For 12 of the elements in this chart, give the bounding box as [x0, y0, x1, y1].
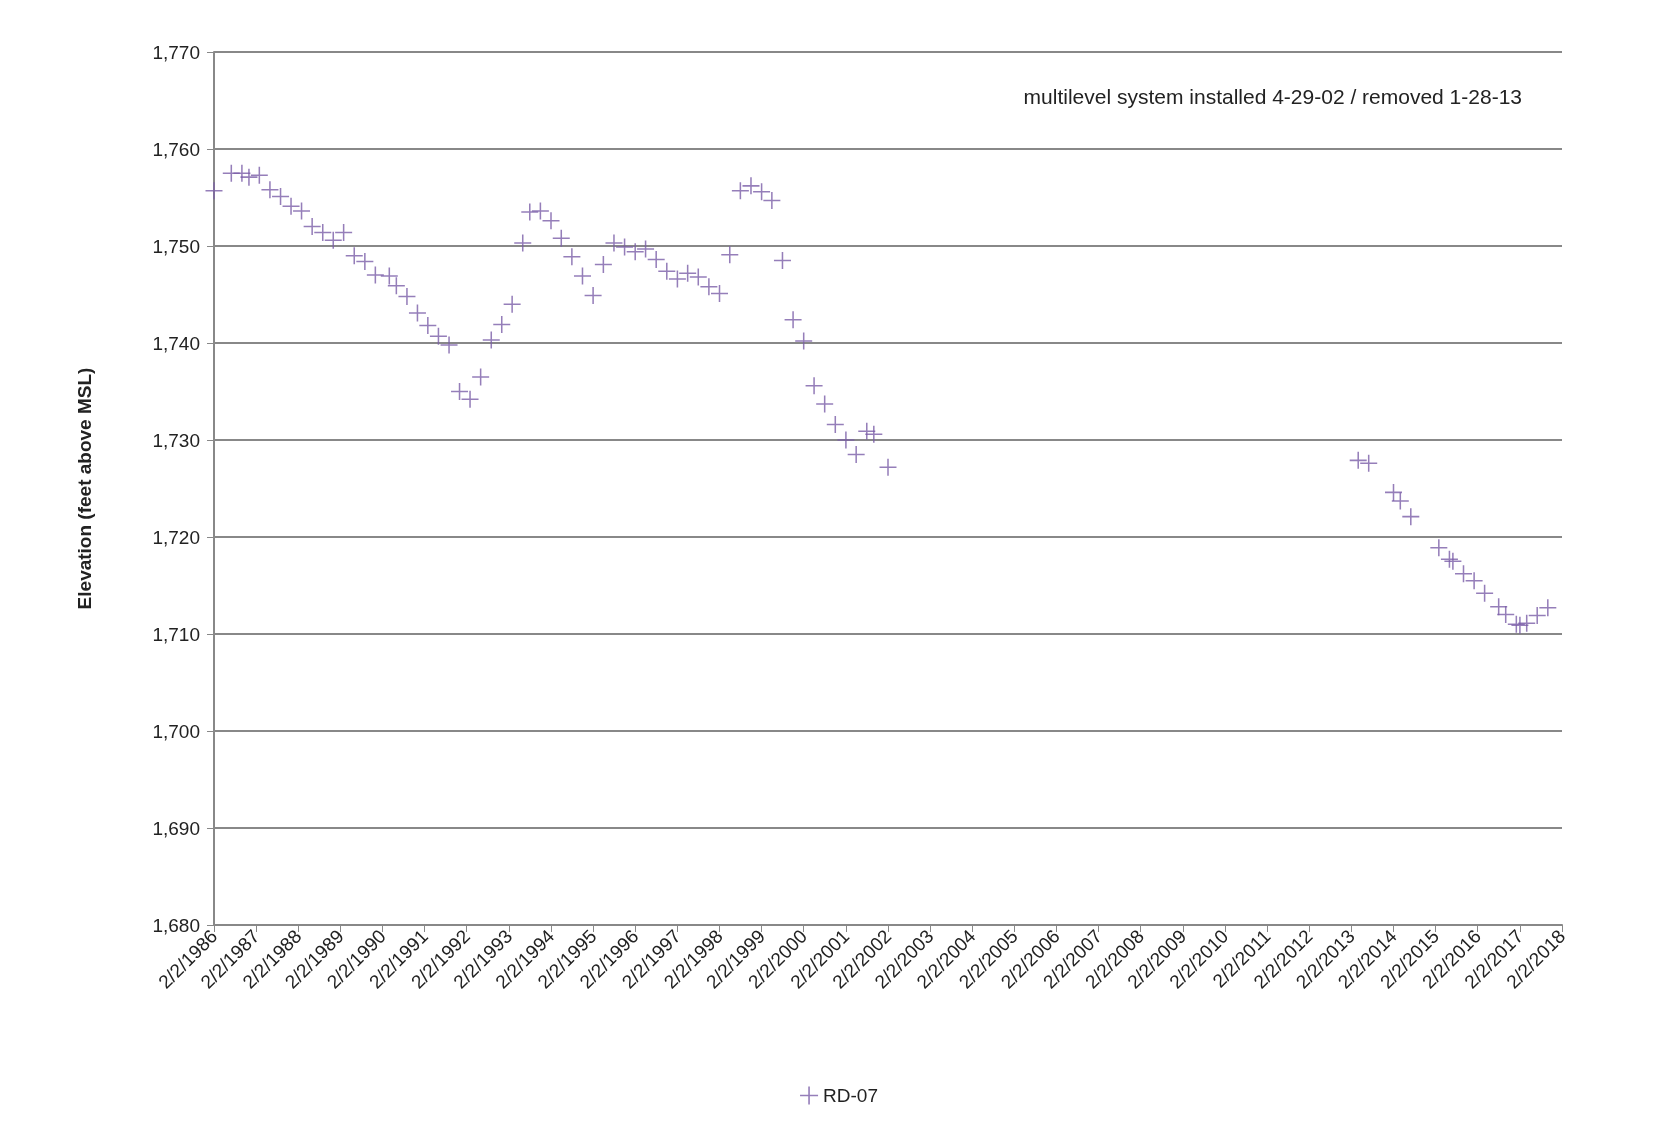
y-tick-label: 1,710: [152, 623, 200, 645]
y-tick-label: 1,770: [152, 41, 200, 63]
y-tick-label: 1,730: [152, 429, 200, 451]
y-tick-label: 1,740: [152, 332, 200, 354]
y-tick-label: 1,700: [152, 720, 200, 742]
y-tick-label: 1,720: [152, 526, 200, 548]
y-tick-label: 1,750: [152, 235, 200, 257]
y-tick-label: 1,690: [152, 817, 200, 839]
y-tick-label: 1,760: [152, 138, 200, 160]
annotation: multilevel system installed 4-29-02 / removed 1-28-13: [1023, 85, 1523, 108]
y-axis-title: Elevation (feet above MSL): [74, 367, 95, 610]
legend-label: RD-07: [823, 1085, 878, 1106]
